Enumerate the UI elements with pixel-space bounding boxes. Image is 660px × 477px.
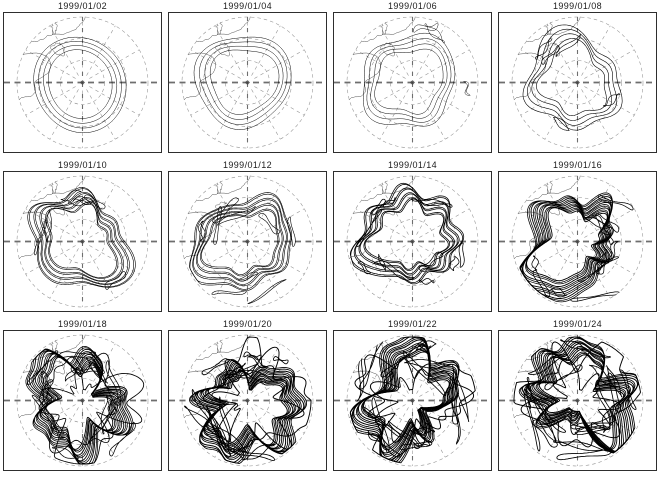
map-svg bbox=[334, 175, 491, 308]
map-svg bbox=[499, 175, 656, 308]
map-plot bbox=[498, 12, 657, 153]
contours bbox=[184, 336, 312, 464]
map-svg bbox=[169, 334, 326, 467]
pole-marker bbox=[245, 239, 250, 244]
map-panel: 1999/01/12 bbox=[165, 159, 330, 318]
map-svg bbox=[4, 175, 161, 308]
map-panel: 1999/01/14 bbox=[330, 159, 495, 318]
map-plot bbox=[498, 330, 657, 471]
coastlines bbox=[16, 16, 86, 106]
pole-marker bbox=[245, 80, 250, 85]
map-panel: 1999/01/04 bbox=[165, 0, 330, 159]
map-plot bbox=[3, 330, 162, 471]
pole-marker bbox=[410, 398, 415, 403]
contours bbox=[193, 36, 292, 130]
map-panel: 1999/01/02 bbox=[0, 0, 165, 159]
map-plot bbox=[168, 330, 327, 471]
map-plot bbox=[333, 12, 492, 153]
panel-date-label: 1999/01/04 bbox=[222, 1, 273, 11]
pole-marker bbox=[80, 239, 85, 244]
map-svg bbox=[499, 16, 656, 149]
map-plot bbox=[168, 171, 327, 312]
panel-date-label: 1999/01/14 bbox=[387, 160, 438, 170]
map-svg bbox=[499, 334, 656, 467]
map-plot bbox=[333, 330, 492, 471]
contours bbox=[519, 192, 634, 303]
map-plot bbox=[3, 171, 162, 312]
contours bbox=[189, 192, 296, 304]
map-svg bbox=[334, 16, 491, 149]
panel-date-label: 1999/01/06 bbox=[387, 1, 438, 11]
map-panel: 1999/01/08 bbox=[495, 0, 660, 159]
pole-marker bbox=[575, 398, 580, 403]
map-panel: 1999/01/18 bbox=[0, 318, 165, 477]
graticule bbox=[181, 16, 314, 149]
panel-date-label: 1999/01/24 bbox=[552, 319, 603, 329]
coastlines bbox=[511, 16, 581, 106]
contours bbox=[33, 36, 127, 133]
panel-date-label: 1999/01/20 bbox=[222, 319, 273, 329]
pole-marker bbox=[575, 80, 580, 85]
pole-marker bbox=[245, 398, 250, 403]
map-panel: 1999/01/10 bbox=[0, 159, 165, 318]
map-panel: 1999/01/24 bbox=[495, 318, 660, 477]
map-svg bbox=[334, 334, 491, 467]
map-panel: 1999/01/22 bbox=[330, 318, 495, 477]
pole-marker bbox=[410, 239, 415, 244]
map-svg bbox=[169, 16, 326, 149]
contours bbox=[27, 187, 136, 290]
contours bbox=[513, 336, 641, 461]
map-plot bbox=[3, 12, 162, 153]
contours bbox=[25, 346, 145, 465]
contours bbox=[363, 22, 471, 127]
map-plot bbox=[168, 12, 327, 153]
map-svg bbox=[4, 16, 161, 149]
panel-date-label: 1999/01/08 bbox=[552, 1, 603, 11]
contours bbox=[522, 24, 623, 131]
panel-date-label: 1999/01/02 bbox=[57, 1, 108, 11]
map-panel: 1999/01/20 bbox=[165, 318, 330, 477]
map-svg bbox=[4, 334, 161, 467]
coastlines bbox=[346, 334, 416, 424]
map-plot bbox=[333, 171, 492, 312]
panel-date-label: 1999/01/18 bbox=[57, 319, 108, 329]
pole-marker bbox=[80, 80, 85, 85]
panel-date-label: 1999/01/16 bbox=[552, 160, 603, 170]
contours bbox=[349, 334, 476, 464]
pole-marker bbox=[80, 398, 85, 403]
panel-date-label: 1999/01/10 bbox=[57, 160, 108, 170]
panel-date-label: 1999/01/12 bbox=[222, 160, 273, 170]
pole-marker bbox=[410, 80, 415, 85]
panel-date-label: 1999/01/22 bbox=[387, 319, 438, 329]
map-plot bbox=[498, 171, 657, 312]
map-svg bbox=[169, 175, 326, 308]
map-panel: 1999/01/16 bbox=[495, 159, 660, 318]
contours bbox=[349, 182, 465, 285]
pole-marker bbox=[575, 239, 580, 244]
map-panel: 1999/01/06 bbox=[330, 0, 495, 159]
